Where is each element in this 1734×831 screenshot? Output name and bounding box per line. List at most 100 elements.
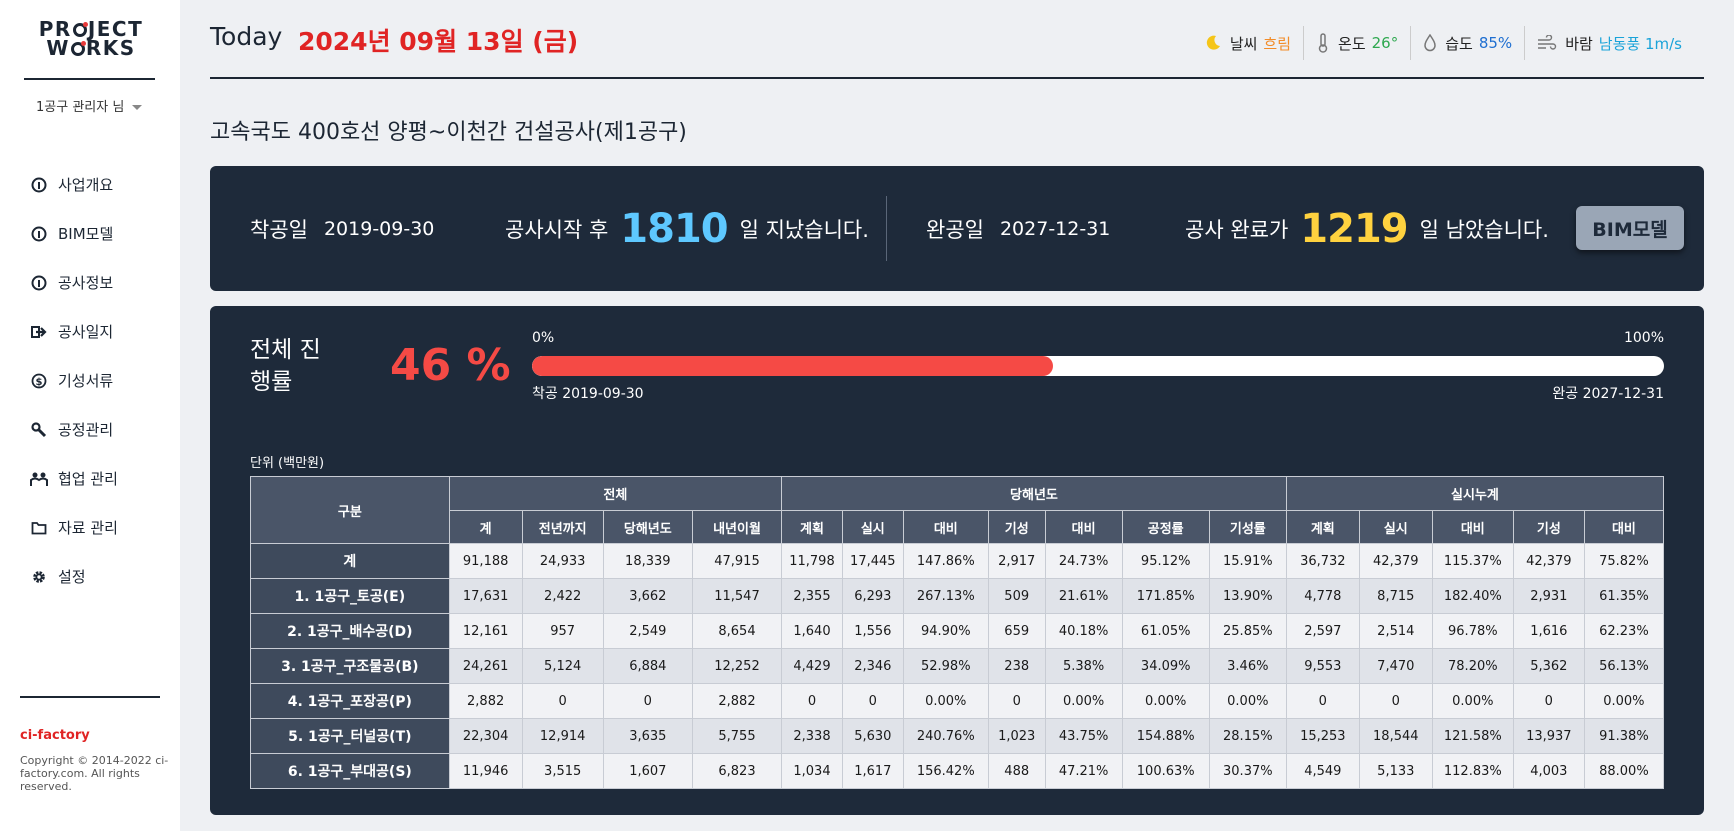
progress-title: 전체 진행률 (250, 337, 321, 395)
copyright-text: Copyright © 2014-2022 ci-factory.com. Al… (20, 754, 169, 793)
sidebar-item-schedule[interactable]: 공정관리 (28, 405, 178, 454)
table-cell: 4,429 (781, 648, 843, 684)
humidity-value: 85% (1478, 34, 1513, 52)
info-icon (28, 223, 50, 245)
column-header: 전년까지 (521, 510, 604, 544)
table-cell: 3,635 (602, 718, 693, 754)
sidebar-item-construction-info[interactable]: 공사정보 (28, 258, 178, 307)
logo-o-icon (72, 22, 88, 37)
sidebar-item-daily-log[interactable]: 공사일지 (28, 307, 178, 356)
column-header: 계획 (781, 510, 843, 544)
table-cell: 6,823 (691, 753, 783, 789)
table-cell: 171.85% (1121, 578, 1210, 614)
column-header: 대비 (1583, 510, 1665, 544)
table-cell: 1,617 (841, 753, 904, 789)
top-header: Today 2024년 09월 13일 (금) 날씨 흐림 온도 26° 습도 … (210, 0, 1704, 79)
table-row: 2. 1공구_배수공(D) 12,161 957 2,549 8,654 1,640 1,5… (250, 613, 1665, 649)
share-icon (28, 321, 50, 343)
moon-icon (1204, 34, 1222, 52)
table-cell: 121.58% (1431, 718, 1514, 754)
table-cell: 96.78% (1431, 613, 1514, 649)
table-cell: 34.09% (1121, 648, 1210, 684)
table-cell: 24.73% (1044, 543, 1123, 579)
logo-o-icon (70, 41, 86, 56)
project-works-logo[interactable]: PR JECT W RKS (38, 17, 144, 60)
table-cell: 112.83% (1431, 753, 1514, 789)
column-header: 공정률 (1121, 510, 1210, 544)
table-cell: 0 (1512, 683, 1585, 719)
table-cell: 154.88% (1121, 718, 1210, 754)
table-row: 1. 1공구_토공(E) 17,631 2,422 3,662 11,547 2,355 6… (250, 578, 1665, 614)
table-cell: 0 (521, 683, 604, 719)
table-cell: 18,339 (602, 543, 693, 579)
table-cell: 115.37% (1431, 543, 1514, 579)
progress-max-label: 100% (1623, 330, 1664, 346)
sidebar-item-overview[interactable]: 사업개요 (28, 160, 178, 209)
table-row: 5. 1공구_터널공(T) 22,304 12,914 3,635 5,755 2,338… (250, 718, 1665, 754)
table-cell: 6,884 (602, 648, 693, 684)
brand-name[interactable]: ci-factory (20, 728, 90, 743)
table-cell: 91,188 (448, 543, 523, 579)
table-cell: 56.13% (1583, 648, 1665, 684)
group-header: 실시누계 (1285, 476, 1665, 511)
table-cell: 4,549 (1285, 753, 1360, 789)
table-cell: 5,133 (1358, 753, 1433, 789)
sidebar-item-files[interactable]: 자료 관리 (28, 503, 178, 552)
sidebar-item-label: 설정 (58, 568, 86, 586)
user-menu[interactable]: 1공구 관리자 님 (36, 96, 143, 115)
table-cell: 0 (1358, 683, 1433, 719)
elapsed-group: 공사시작 후 1810 일 지났습니다. (505, 166, 869, 291)
table-cell: 5,630 (841, 718, 904, 754)
table-cell: 52.98% (902, 648, 989, 684)
sidebar-item-collaboration[interactable]: 협업 관리 (28, 454, 178, 503)
progress-end-label: 완공 2027-12-31 (1552, 386, 1664, 402)
end-date-group: 완공일 2027-12-31 (926, 166, 1110, 291)
today-label: Today (210, 22, 283, 51)
table-cell: 182.40% (1431, 578, 1514, 614)
table-cell: 0 (987, 683, 1046, 719)
bim-model-button[interactable]: BIM모델 (1576, 206, 1684, 250)
sidebar-item-label: 공정관리 (58, 421, 114, 439)
elapsed-prefix: 공사시작 후 (505, 217, 609, 242)
table-cell: 238 (987, 648, 1046, 684)
table-cell: 100.63% (1121, 753, 1210, 789)
table-cell: 267.13% (902, 578, 989, 614)
wrench-icon (28, 419, 50, 441)
column-header: 실시 (1358, 510, 1433, 544)
table-cell: 957 (521, 613, 604, 649)
progress-panel: 전체 진행률 46 % 0% 100% 착공 2019-09-30 완공 202… (210, 306, 1704, 815)
sidebar-item-settings[interactable]: 설정 (28, 552, 178, 601)
column-header: 내년이월 (691, 510, 783, 544)
table-cell: 0.00% (1121, 683, 1210, 719)
table-cell: 5,755 (691, 718, 783, 754)
divider (20, 696, 160, 698)
sidebar-item-payment-docs[interactable]: $ 기성서류 (28, 356, 178, 405)
sidebar-item-bim[interactable]: BIM모델 (28, 209, 178, 258)
table-cell: 0.00% (1583, 683, 1665, 719)
temperature-value: 26° (1371, 34, 1399, 52)
current-date: 2024년 09월 13일 (금) (298, 27, 579, 56)
wind-value: 남동풍 1m/s (1598, 34, 1682, 53)
column-header: 계획 (1285, 510, 1360, 544)
table-cell: 12,252 (691, 648, 783, 684)
table-cell: 24,261 (448, 648, 523, 684)
sidebar-item-label: 협업 관리 (58, 470, 118, 488)
chevron-down-icon (132, 105, 143, 110)
table-cell: 91.38% (1583, 718, 1665, 754)
table-cell: 61.05% (1121, 613, 1210, 649)
table-cell: 2,597 (1285, 613, 1360, 649)
start-date-label: 착공일 (250, 217, 308, 242)
cost-table: 구분 전체 당해년도 실시누계 계 전년까지 당해년도 내년이월 계획 실시 대비 기성 대비 공… (250, 476, 1665, 789)
table-row: 계 91,188 24,933 18,339 47,915 11,798 17,445 147… (250, 543, 1665, 579)
remaining-group: 공사 완료가 1219 일 남았습니다. (1185, 166, 1549, 291)
table-cell: 12,914 (521, 718, 604, 754)
table-cell: 0 (841, 683, 904, 719)
table-cell: 4,778 (1285, 578, 1360, 614)
remaining-suffix: 일 남았습니다. (1419, 217, 1549, 242)
column-header: 대비 (1044, 510, 1123, 544)
sidebar-nav: 사업개요 BIM모델 공사정보 공사일지 $ 기성서류 공정관리 (28, 160, 178, 601)
table-cell: 28.15% (1208, 718, 1287, 754)
table-cell: 47.21% (1044, 753, 1123, 789)
start-date-value: 2019-09-30 (323, 217, 435, 240)
